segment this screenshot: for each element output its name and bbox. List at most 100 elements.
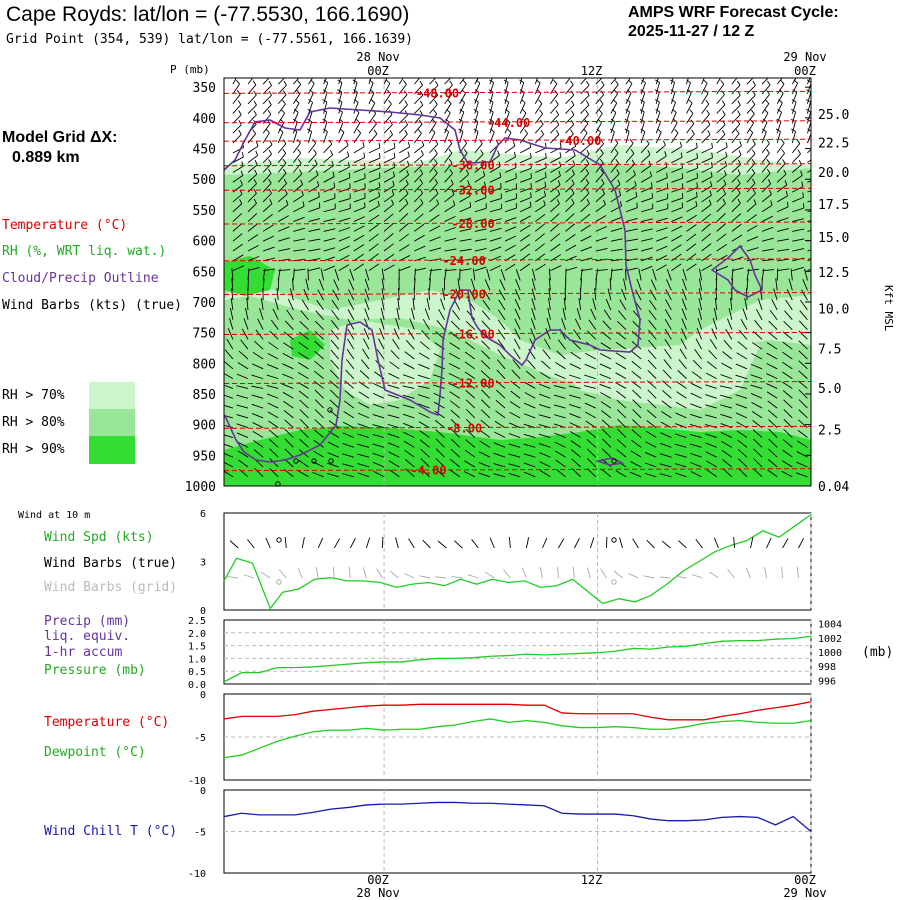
wind-barb <box>638 268 642 281</box>
wind-barb <box>435 458 445 468</box>
wind-barb <box>580 246 593 252</box>
wind-barb-flag <box>267 168 272 174</box>
wind-barb <box>580 203 590 213</box>
wind-barb-flag <box>332 171 335 177</box>
surface-wind-barb <box>333 538 341 549</box>
wind-barb <box>297 372 309 380</box>
wind-barb <box>282 373 294 380</box>
wind-barb <box>368 186 381 193</box>
pressure-tick-label: 600 <box>193 235 216 250</box>
wind-barb <box>277 84 287 95</box>
wind-barb <box>444 269 457 272</box>
wind-barb <box>254 468 264 478</box>
wind-barb <box>251 385 264 389</box>
wind-barb <box>601 410 612 419</box>
wind-barb <box>571 458 581 468</box>
surface-wind-barb <box>590 537 595 549</box>
wind-barb <box>716 146 728 154</box>
surface-wind-barb-grid <box>260 571 271 579</box>
wind-barb <box>631 439 642 448</box>
wind-barb <box>524 392 536 399</box>
wind-barb-flag <box>586 90 590 96</box>
isotherm-label: -24.00 <box>442 254 485 268</box>
wind-barb-flag <box>452 200 456 206</box>
wind-barb <box>489 121 495 134</box>
wind-barb <box>610 121 616 134</box>
wind-barb <box>731 213 742 222</box>
wind-barb <box>489 227 502 232</box>
wind-barb-flag <box>751 178 756 184</box>
wind-barb-flag <box>364 202 366 208</box>
wind-barb-flag <box>639 99 645 103</box>
wind-barb-flag <box>552 70 556 73</box>
isotherm-label: -44.00 <box>487 116 530 130</box>
wind-barb <box>328 420 339 429</box>
wind-barb <box>632 419 642 429</box>
wind-barb <box>474 153 484 163</box>
calm-circle <box>311 458 317 464</box>
wind-barb <box>543 338 551 350</box>
wind-barb <box>463 471 476 478</box>
wind-barb-flag <box>766 90 770 95</box>
wind-barb <box>539 393 551 399</box>
wind-barb <box>686 82 691 95</box>
wind-barb-flag <box>721 129 726 135</box>
wind-barb <box>267 402 279 409</box>
wind-barb <box>776 121 782 134</box>
wind-barb <box>338 121 344 134</box>
wind-barb-flag <box>737 188 741 194</box>
pressure-tick-label: 1000 <box>818 648 842 659</box>
wind-barb <box>465 439 476 448</box>
wind-barb <box>782 449 793 458</box>
wind-barb-flag <box>705 99 710 105</box>
wind-barb <box>398 203 409 213</box>
rh-90-region <box>224 425 811 486</box>
wind-barb <box>314 389 324 399</box>
wind-barb <box>459 217 472 222</box>
wind-barb <box>308 248 321 252</box>
wind-barb <box>610 183 621 193</box>
wind-barb <box>610 194 622 203</box>
wind-barb <box>716 265 729 272</box>
wind-barb <box>562 307 566 320</box>
wind-barb <box>353 225 365 232</box>
wind-barb <box>434 419 445 429</box>
wind-barb <box>474 78 479 85</box>
wind-barb <box>632 409 642 419</box>
cloud-outline-small <box>710 244 764 298</box>
wind-barb <box>746 236 759 242</box>
wind-barb <box>686 113 694 124</box>
wind-barb <box>429 132 436 144</box>
wind-barb-flag <box>555 110 560 115</box>
wind-barb-flag <box>504 99 509 103</box>
wind-barb-flag <box>505 108 510 113</box>
wind-barb <box>292 268 295 281</box>
wind-barb <box>649 289 657 301</box>
wind-barb <box>690 403 702 409</box>
wind-barb <box>424 308 430 320</box>
wind-barb <box>414 94 424 105</box>
wind-barb <box>495 380 506 389</box>
wind-barb <box>246 297 249 310</box>
wind-barb <box>792 186 804 193</box>
wind-barb <box>444 78 452 85</box>
wind-barb <box>368 113 377 124</box>
wind-barb <box>701 134 711 144</box>
kft-ticks: 25.022.520.017.515.012.510.07.55.02.50.0… <box>818 108 849 495</box>
wind-barb <box>489 155 500 164</box>
wind-barb-flag <box>268 188 272 194</box>
wind-barb-flag <box>378 142 381 148</box>
wind-barb <box>348 279 355 291</box>
wind-barb-flag <box>791 128 796 132</box>
wind-barb <box>768 428 778 438</box>
wind-barb <box>767 409 778 419</box>
wind-barb <box>674 443 687 448</box>
wind-barb <box>278 226 290 232</box>
wind-barb <box>327 441 339 448</box>
wind-barb <box>262 163 272 173</box>
wind-barb <box>383 223 394 232</box>
wind-barb <box>580 144 590 154</box>
wind-barb <box>489 218 502 223</box>
wind-barb <box>314 419 324 429</box>
